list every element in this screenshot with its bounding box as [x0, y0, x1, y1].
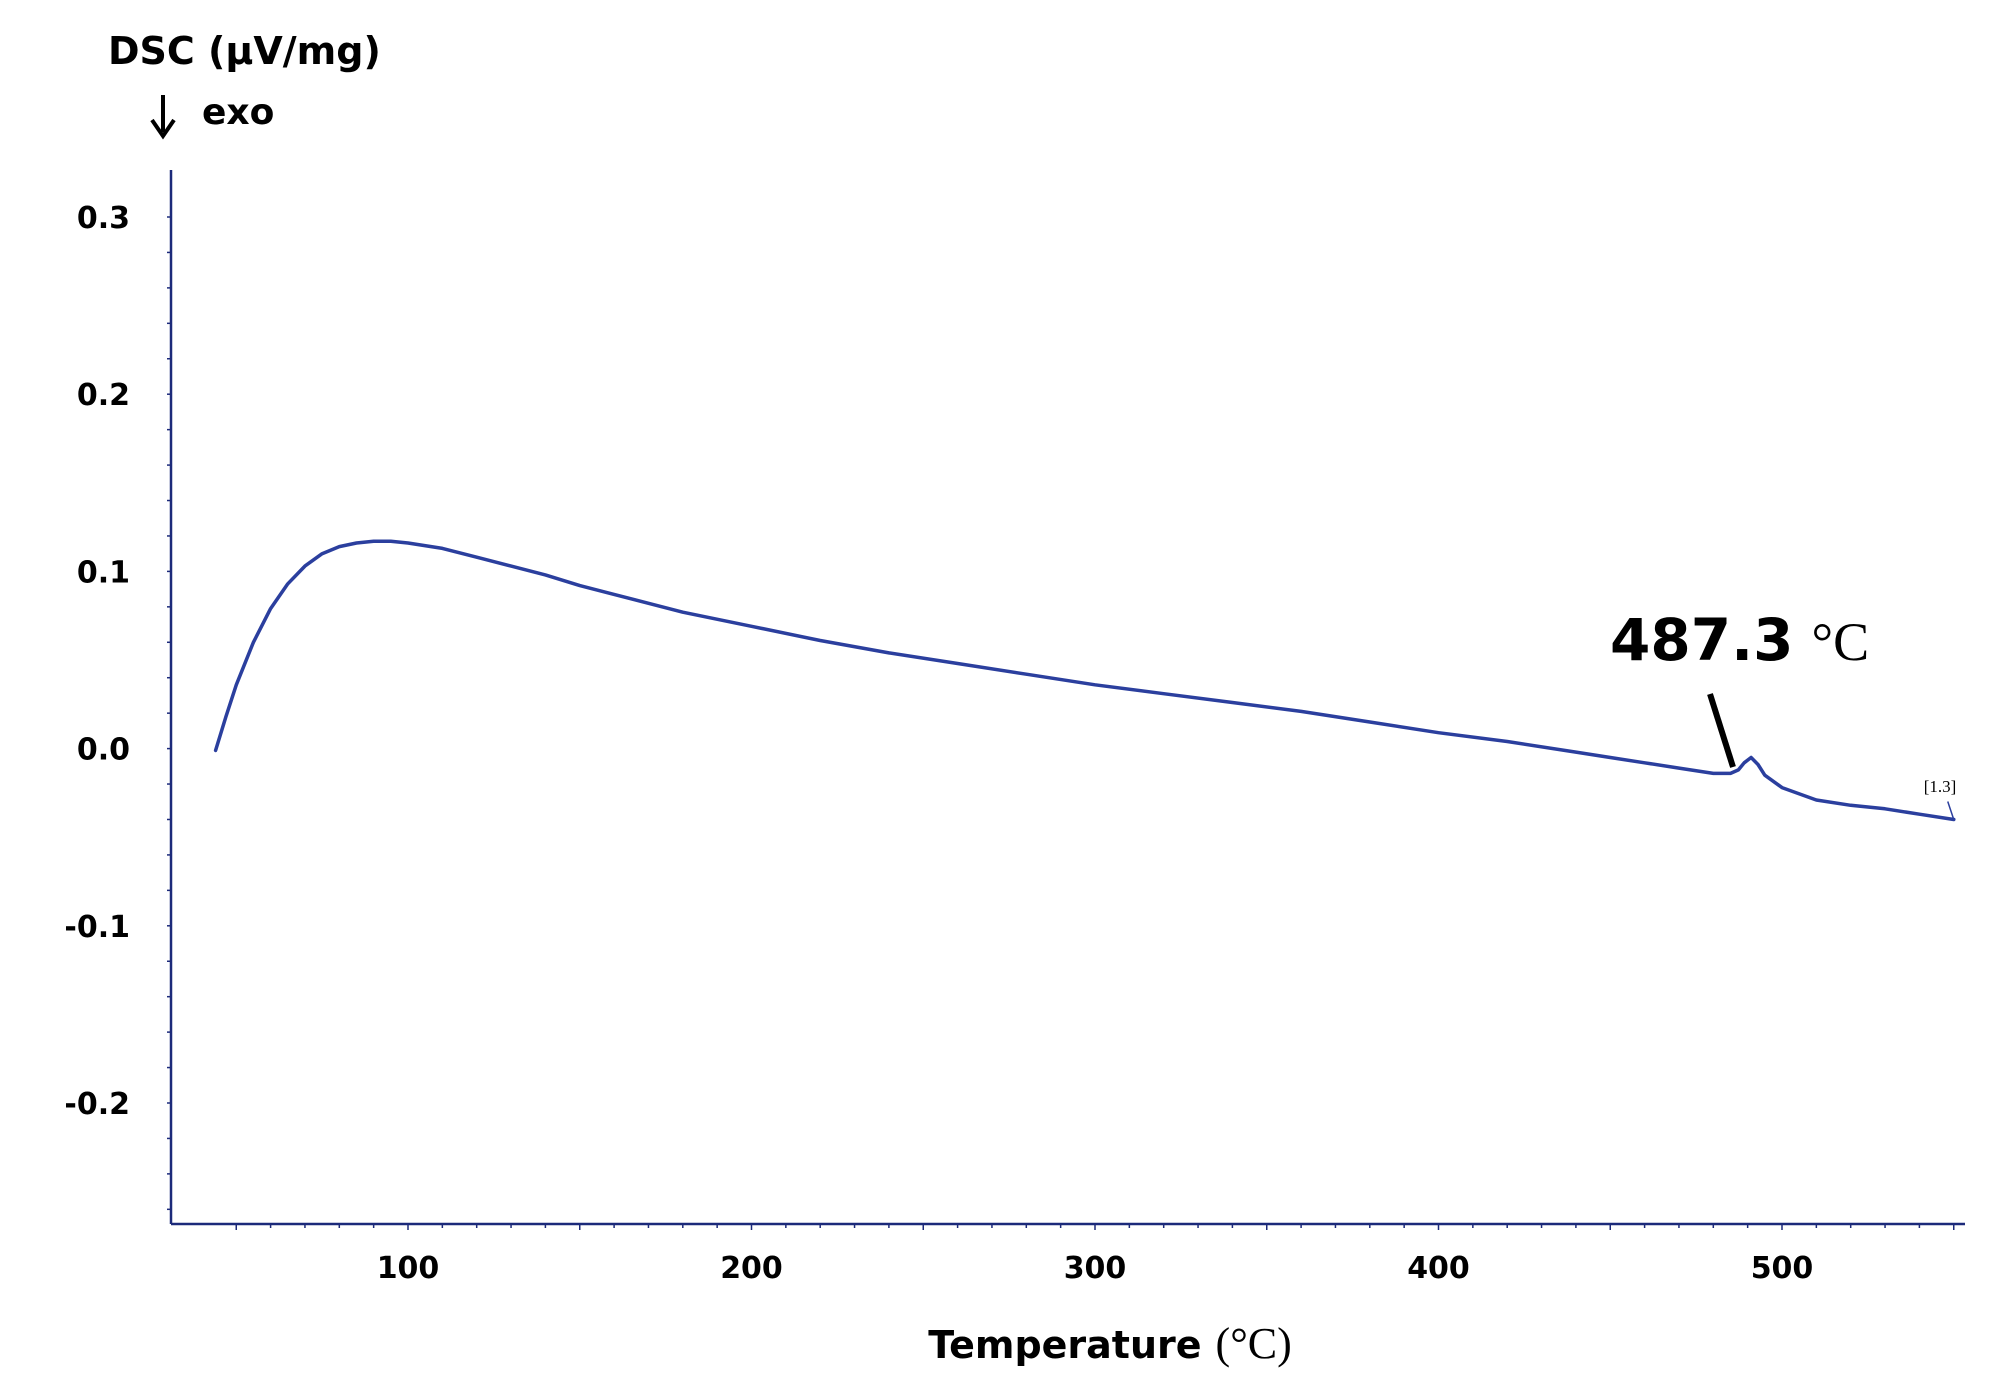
- y-tick-label: 0.2: [77, 378, 130, 413]
- y-tick-label: 0.0: [77, 733, 130, 768]
- y-tick-label: -0.2: [64, 1087, 130, 1122]
- exo-down-arrow-icon: [150, 95, 176, 140]
- y-tick-label: -0.1: [64, 910, 130, 945]
- x-tick-labels: 100 200 300 400 500: [377, 1251, 1814, 1286]
- x-tick-label: 300: [1064, 1251, 1127, 1286]
- exo-label: exo: [202, 92, 274, 133]
- dsc-series-line: [213, 539, 1956, 822]
- x-tick-label: 200: [720, 1251, 783, 1286]
- y-axis-label: DSC (µV/mg): [108, 29, 381, 73]
- x-tick-label: 500: [1751, 1251, 1814, 1286]
- end-marker-label: [1.3]: [1924, 777, 1957, 796]
- x-tick-label: 100: [377, 1251, 440, 1286]
- peak-annotation: 487.3 °C: [1610, 606, 1869, 674]
- x-tick-label: 400: [1407, 1251, 1470, 1286]
- peak-pointer-line: [1707, 693, 1736, 768]
- y-minor-ticks: [167, 216, 171, 1211]
- x-minor-ticks: [235, 1224, 1955, 1230]
- x-axis-label: Temperature (°C): [928, 1319, 1292, 1368]
- y-tick-labels: 0.3 0.2 0.1 0.0 -0.1 -0.2: [64, 201, 130, 1122]
- end-marker-tick: [1947, 801, 1955, 820]
- y-tick-label: 0.1: [77, 555, 130, 590]
- y-tick-label: 0.3: [77, 201, 130, 236]
